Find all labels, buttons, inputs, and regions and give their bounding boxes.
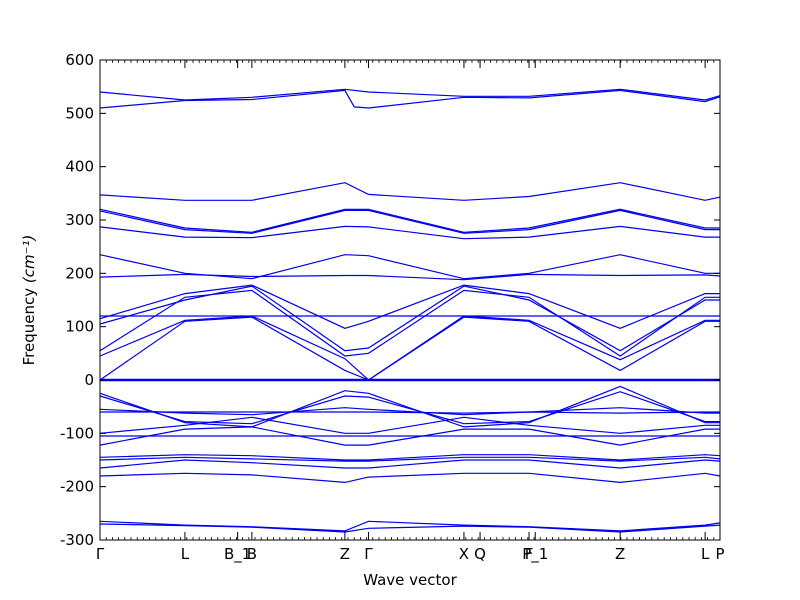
band-line xyxy=(99,385,720,428)
band-line xyxy=(99,472,721,484)
x-tick-label: P xyxy=(715,545,724,563)
band-line xyxy=(99,426,720,446)
band-line xyxy=(100,411,720,414)
x-tick-label: B xyxy=(247,545,257,563)
y-tick-label: 100 xyxy=(65,318,94,336)
y-tick-label: -300 xyxy=(60,531,94,549)
y-tick-label: 600 xyxy=(65,51,94,69)
x-tick-label: X xyxy=(459,545,469,563)
band-line xyxy=(99,459,721,469)
band-line xyxy=(99,523,721,533)
x-tick-label: P_1 xyxy=(522,545,548,564)
x-tick-label: Z xyxy=(615,545,625,563)
band-line xyxy=(99,208,720,233)
band-line xyxy=(99,284,720,329)
phonon-bands xyxy=(99,88,721,533)
band-line xyxy=(99,182,721,201)
y-tick-label: 400 xyxy=(65,158,94,176)
band-line xyxy=(99,285,720,352)
x-tick-label: F xyxy=(525,545,534,563)
band-line xyxy=(99,289,720,357)
band-line xyxy=(99,391,720,425)
x-axis: Γ L B_1B Z Γ X Q FP_1 Z L P xyxy=(96,60,725,564)
band-line xyxy=(99,89,721,109)
plot-frame xyxy=(99,59,721,541)
y-axis-label: Frequency (cm⁻¹) xyxy=(20,235,38,366)
band-line xyxy=(99,209,720,234)
band-line xyxy=(99,316,720,381)
x-tick-label: Q xyxy=(474,545,486,563)
x-tick-label: Γ xyxy=(364,545,373,563)
y-axis-label-text: Frequency xyxy=(20,288,38,366)
band-line xyxy=(99,454,721,461)
x-tick-label: L xyxy=(181,545,190,563)
band-line xyxy=(99,225,720,240)
y-tick-label: 200 xyxy=(65,264,94,282)
band-line xyxy=(99,416,720,434)
y-tick-label: 0 xyxy=(84,371,94,389)
y-tick-label: -200 xyxy=(60,478,94,496)
band-line xyxy=(99,456,721,462)
x-tick-label: Z xyxy=(340,545,350,563)
x-tick-label: L xyxy=(701,545,710,563)
band-line xyxy=(99,88,721,101)
band-line xyxy=(99,273,721,281)
y-axis: -300 -200 -100 0 100 200 300 400 500 600 xyxy=(60,51,720,549)
y-tick-label: -100 xyxy=(60,424,94,442)
y-axis-label-unit: (cm⁻¹) xyxy=(20,235,38,284)
x-axis-label: Wave vector xyxy=(363,571,457,589)
y-tick-label: 500 xyxy=(65,104,94,122)
y-tick-label: 300 xyxy=(65,211,94,229)
x-tick-label: Γ xyxy=(96,545,105,563)
x-tick-label: B_1 xyxy=(224,545,251,564)
